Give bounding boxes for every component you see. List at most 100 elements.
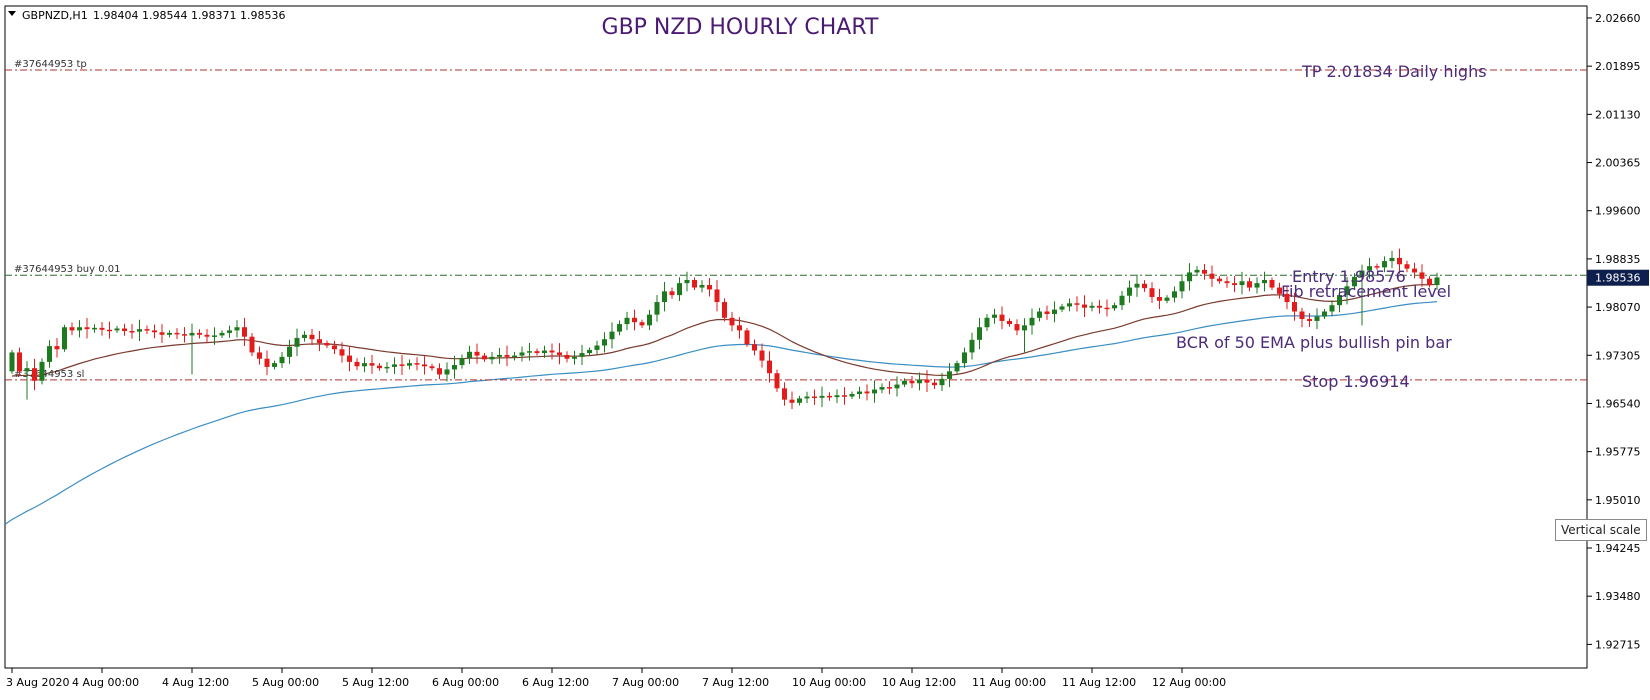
y-tick-label: 1.97305: [1595, 349, 1641, 362]
candle-body: [1262, 279, 1267, 284]
collapse-triangle-icon[interactable]: [8, 11, 16, 16]
candle-body: [354, 361, 360, 367]
candle-body: [62, 327, 67, 350]
candle-body: [594, 345, 600, 350]
x-tick-label: 7 Aug 12:00: [702, 676, 769, 689]
candle-body: [1434, 277, 1440, 286]
candle-body: [767, 360, 772, 374]
candle-body: [512, 355, 517, 358]
candle-body: [24, 368, 30, 372]
candle-body: [1194, 269, 1200, 273]
candle-body: [624, 317, 630, 325]
candle-body: [407, 363, 412, 366]
candle-body: [1299, 311, 1305, 320]
candle-body: [429, 366, 435, 369]
candle-body: [797, 398, 802, 403]
candle-body: [144, 329, 150, 331]
candle-body: [1164, 297, 1170, 301]
candle-body: [482, 355, 487, 360]
x-tick-label: 6 Aug 12:00: [522, 676, 589, 689]
candle-body: [924, 379, 930, 383]
candle-body: [1217, 278, 1222, 282]
current-price-label: 1.98536: [1595, 272, 1641, 285]
candle-body: [1202, 269, 1207, 274]
order-label: #37644953 buy 0.01: [14, 264, 121, 275]
candle-body: [1367, 266, 1372, 271]
candle-body: [1359, 270, 1365, 277]
y-tick-label: 1.96540: [1595, 397, 1641, 410]
candle-body: [1007, 320, 1012, 325]
candle-body: [842, 395, 847, 397]
candle-body: [864, 391, 870, 394]
candle-body: [1292, 302, 1297, 312]
candle-body: [9, 352, 15, 372]
candle-body: [654, 302, 660, 315]
candle-body: [714, 289, 720, 303]
candle-body: [699, 285, 705, 288]
candle-body: [992, 314, 997, 318]
x-tick-label: 5 Aug 12:00: [342, 676, 409, 689]
candle-body: [1322, 311, 1327, 317]
candles: [9, 248, 1440, 410]
plot-area[interactable]: [4, 5, 1588, 669]
candle-body: [332, 345, 337, 350]
candle-body: [204, 334, 210, 337]
order-label: #37644953 sl: [14, 369, 84, 380]
candle-body: [362, 363, 367, 367]
candle-body: [609, 331, 615, 340]
y-tick-label: 1.95775: [1595, 446, 1641, 459]
candle-body: [1224, 281, 1230, 284]
candle-body: [669, 291, 675, 296]
candle-body: [977, 327, 982, 340]
candle-body: [587, 349, 592, 354]
y-tick-label: 2.01895: [1595, 60, 1641, 73]
candle-body: [1029, 317, 1035, 326]
candle-body: [834, 395, 840, 398]
candle-body: [497, 354, 502, 357]
candle-body: [729, 317, 735, 326]
candle-body: [182, 334, 187, 336]
candle-body: [1044, 311, 1050, 315]
candle-body: [1187, 272, 1192, 282]
candle-body: [1067, 303, 1072, 307]
candle-body: [744, 330, 750, 345]
candle-body: [317, 339, 322, 343]
x-tick-label: 11 Aug 00:00: [972, 676, 1046, 689]
symbol-label: GBPNZD,H1: [22, 9, 88, 22]
x-tick-label: 12 Aug 00:00: [1152, 676, 1226, 689]
candle-body: [1097, 305, 1102, 308]
candle-body: [722, 302, 727, 318]
candle-body: [1329, 305, 1335, 312]
candle-body: [197, 332, 202, 335]
y-tick-label: 1.95010: [1595, 494, 1641, 507]
y-tick-label: 2.00365: [1595, 157, 1641, 170]
candle-body: [264, 358, 270, 367]
time-axis[interactable]: 3 Aug 2020 4 Aug 00:00 4 Aug 12:00 5 Aug 00…: [6, 668, 1226, 689]
order-label: #37644953 tp: [14, 59, 87, 70]
candle-body: [1382, 261, 1387, 268]
x-tick-label: 10 Aug 12:00: [882, 676, 956, 689]
candle-body: [1134, 283, 1140, 288]
candle-body: [677, 283, 682, 296]
ma200-line: [4, 301, 1438, 525]
candle-body: [1352, 276, 1357, 287]
candle-body: [77, 327, 82, 331]
chart-annotation: Stop 1.96914: [1302, 372, 1410, 391]
candle-body: [564, 354, 570, 359]
candle-body: [737, 325, 742, 331]
candle-body: [1142, 283, 1147, 289]
candle-body: [1059, 306, 1065, 310]
candle-body: [32, 368, 37, 381]
candle-body: [1052, 309, 1057, 315]
candle-body: [1307, 319, 1312, 321]
candle-body: [99, 327, 105, 330]
chart-annotation: TP 2.01834 Daily highs: [1301, 62, 1487, 81]
price-axis[interactable]: 2.02660 2.01895 2.01130 2.00365 1.99600 1.988…: [1587, 12, 1649, 651]
candle-body: [392, 364, 397, 367]
candle-body: [639, 322, 645, 326]
candle-body: [1337, 295, 1342, 306]
x-tick-label: 10 Aug 00:00: [792, 676, 866, 689]
candle-body: [1112, 305, 1117, 309]
